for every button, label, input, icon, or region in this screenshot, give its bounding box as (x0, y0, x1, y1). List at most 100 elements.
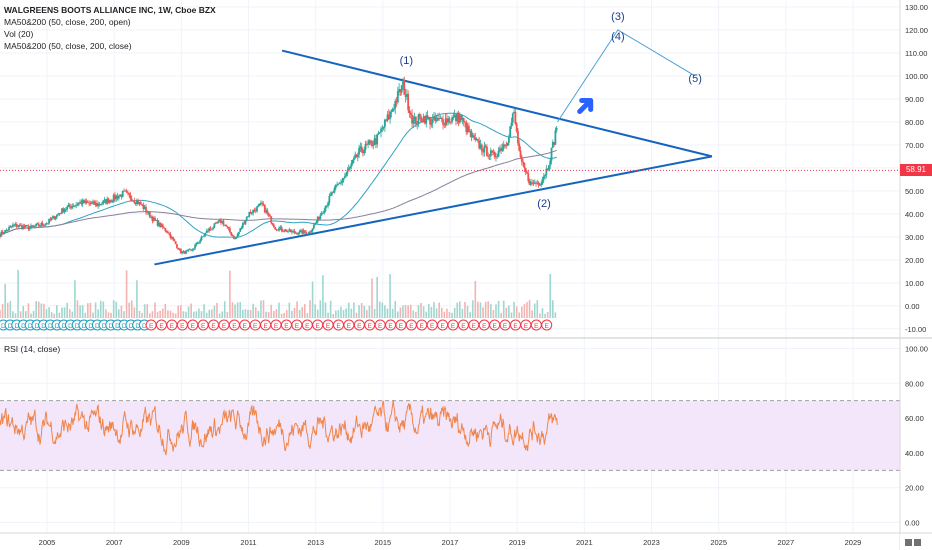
candle-body (136, 201, 138, 205)
candle-body (111, 201, 114, 203)
volume-bar (236, 302, 239, 318)
time-tick-label: 2011 (240, 538, 256, 547)
wave-label[interactable]: (5) (688, 73, 701, 85)
volume-bar (192, 311, 195, 318)
candle-body (88, 202, 91, 204)
volume-bar (63, 307, 66, 318)
candle-body (141, 204, 143, 206)
marker-label: D (48, 323, 53, 330)
volume-bar (329, 300, 332, 318)
volume-bar (112, 300, 115, 318)
candle-body (368, 140, 371, 144)
candle-body (269, 214, 271, 217)
candle-body (191, 249, 194, 251)
candle-body (173, 239, 176, 242)
breakout-arrow-icon[interactable] (577, 97, 594, 114)
wave-projection-line[interactable] (557, 29, 696, 123)
indicator-volume[interactable]: Vol (20) (4, 29, 34, 39)
candle-body (132, 200, 134, 202)
volume-bar (0, 309, 1, 318)
volume-bar (68, 309, 71, 318)
candle-body (496, 156, 499, 158)
candle-body (210, 228, 213, 230)
candle-body (183, 251, 186, 254)
rsi-axis[interactable]: 100.00 80.00 60.00 40.00 20.00 0.00 (905, 344, 928, 527)
candle-body (92, 201, 94, 203)
candle-body (226, 226, 229, 228)
candle-body (150, 216, 153, 218)
candle-body (94, 203, 97, 205)
volume-bar (267, 312, 270, 318)
candle-body (190, 249, 193, 251)
marker-label: D (1, 323, 6, 330)
volume-bar (459, 301, 461, 318)
candle-body (327, 202, 329, 206)
trendline[interactable] (154, 155, 713, 266)
candle-body (456, 113, 459, 121)
candle-body (72, 206, 75, 208)
wave-label[interactable]: (3) (611, 11, 624, 23)
candle-body (505, 145, 508, 147)
candle-body (243, 223, 246, 225)
candle-body (84, 200, 87, 204)
marker-label: D (135, 323, 140, 330)
candle-body (387, 114, 390, 120)
settings-icon[interactable] (905, 539, 912, 546)
indicator-ma-close[interactable]: MA50&200 (50, close, 200, close) (4, 41, 132, 51)
settings-icon-2[interactable] (914, 539, 921, 546)
candle-body (178, 248, 181, 250)
volume-bar (376, 276, 378, 318)
wave-label[interactable]: (4) (611, 31, 624, 43)
volume-bar (451, 312, 453, 318)
volume-bar (497, 300, 500, 318)
volume-bar (79, 305, 81, 318)
candle-body (160, 224, 163, 228)
candle-body (278, 228, 280, 231)
candle-body (500, 148, 503, 151)
settings-corner[interactable] (900, 534, 932, 550)
candle-body (276, 229, 279, 231)
candle-body (21, 225, 23, 229)
candle-body (501, 147, 504, 151)
volume-bar (120, 305, 123, 318)
earnings-marker[interactable] (541, 319, 553, 331)
candle-body (314, 223, 317, 225)
volume-bar (363, 305, 366, 318)
candle-body (230, 232, 233, 236)
time-tick-label: 2021 (576, 538, 593, 547)
volume-bar (378, 301, 381, 318)
volume-bar (200, 311, 203, 318)
candle-body (266, 210, 269, 214)
time-axis[interactable]: 2005 2007 2009 2011 2013 2015 2017 2019 2021 2023… (39, 538, 862, 547)
candle-body (57, 213, 60, 215)
volume-bar (355, 312, 358, 318)
wave-label[interactable]: (2) (537, 198, 550, 210)
candle-body (417, 114, 420, 124)
chart-title: WALGREENS BOOTS ALLIANCE INC, 1W, Cboe B… (4, 5, 216, 15)
candle-body (244, 220, 247, 225)
time-tick-label: 2029 (845, 538, 862, 547)
volume-bar (146, 304, 149, 318)
volume-bar (453, 307, 456, 318)
marker-label: D (14, 323, 19, 330)
trendline[interactable] (281, 49, 713, 158)
candle-body (464, 121, 466, 123)
volume-bar (510, 312, 513, 318)
candle-body (396, 91, 399, 103)
candle-body (449, 121, 452, 123)
candle-body (535, 182, 537, 184)
marker-label: E (357, 323, 362, 330)
candle-body (429, 117, 432, 125)
candle-body (97, 203, 100, 207)
candle-body (353, 158, 355, 160)
candle-body (416, 123, 419, 125)
volume-bar (513, 301, 515, 318)
price-tick-label: 0.00 (905, 302, 920, 311)
marker-label: E (170, 323, 175, 330)
indicator-ma-open[interactable]: MA50&200 (50, close, 200, open) (4, 17, 131, 27)
candle-body (241, 223, 244, 228)
candle-body (471, 135, 474, 138)
candle-body (218, 220, 221, 222)
wave-label[interactable]: (1) (400, 55, 413, 67)
